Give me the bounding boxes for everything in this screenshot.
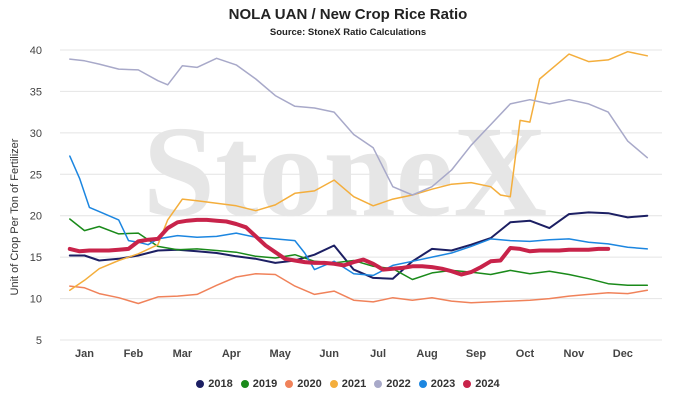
legend-label: 2020	[297, 378, 322, 390]
legend-marker-icon	[196, 380, 205, 388]
series-line-2018	[68, 211, 649, 280]
x-tick-label-aug: Aug	[416, 348, 437, 360]
chart-legend: 2018 2019 2020 2021 2022 2023 2024	[0, 378, 696, 391]
legend-item-2019[interactable]: 2019	[240, 378, 278, 390]
x-tick-label-nov: Nov	[564, 348, 586, 360]
y-tick-label: 30	[30, 128, 42, 140]
legend-item-2024[interactable]: 2024	[463, 378, 500, 390]
watermark-logo: StoneX	[143, 100, 547, 244]
legend-label: 2018	[208, 378, 233, 390]
legend-item-2021[interactable]: 2021	[329, 378, 367, 390]
x-tick-label-oct: Oct	[516, 348, 535, 360]
y-axis-ticks: 5 10 15 20 25 30 35 40	[30, 45, 42, 347]
x-tick-label-jun: Jun	[319, 348, 339, 360]
series-line-2021	[69, 50, 649, 292]
y-tick-label: 35	[30, 86, 42, 98]
grid-lines	[60, 49, 662, 341]
x-tick-label-jan: Jan	[75, 348, 94, 360]
x-tick-label-sep: Sep	[466, 348, 486, 360]
y-axis-label: Unit of Crop Per Ton of Fertilizer	[9, 138, 21, 296]
y-tick-label: 5	[36, 335, 42, 347]
legend-item-2018[interactable]: 2018	[196, 378, 233, 390]
chart-title: NOLA UAN / New Crop Rice Ratio	[228, 6, 468, 23]
legend-marker-icon	[418, 380, 427, 388]
legend-item-2022[interactable]: 2022	[374, 378, 411, 390]
series-line-2024	[67, 217, 611, 277]
legend-marker-icon	[463, 380, 472, 388]
x-tick-label-dec: Dec	[613, 348, 633, 360]
y-tick-label: 15	[30, 252, 42, 264]
legend-label: 2024	[475, 378, 500, 390]
legend-item-2020[interactable]: 2020	[285, 378, 322, 390]
x-axis-ticks: Jan Feb Mar Apr May Jun Jul Aug Sep Oct Nov Dec	[75, 348, 633, 360]
legend-marker-icon	[240, 380, 249, 388]
series-lines	[67, 50, 649, 305]
x-tick-label-may: May	[270, 348, 292, 360]
legend-marker-icon	[285, 380, 294, 388]
legend-marker-icon	[329, 380, 338, 388]
y-tick-label: 10	[30, 294, 42, 306]
x-tick-label-mar: Mar	[173, 348, 193, 360]
legend-marker-icon	[374, 380, 383, 388]
series-line-2022	[69, 57, 649, 196]
legend-label: 2023	[430, 378, 456, 390]
chart-subtitle: Source: StoneX Ratio Calculations	[269, 27, 427, 38]
x-tick-label-feb: Feb	[124, 348, 144, 360]
legend-label: 2022	[386, 378, 411, 390]
y-tick-label: 20	[30, 211, 42, 223]
legend-label: 2021	[341, 378, 367, 390]
x-tick-label-jul: Jul	[370, 348, 386, 360]
y-tick-label: 40	[30, 45, 42, 57]
legend-item-2023[interactable]: 2023	[418, 378, 456, 390]
series-line-2020	[69, 272, 649, 305]
legend-label: 2019	[252, 378, 278, 390]
x-tick-label-apr: Apr	[222, 348, 242, 360]
y-tick-label: 25	[30, 169, 42, 181]
